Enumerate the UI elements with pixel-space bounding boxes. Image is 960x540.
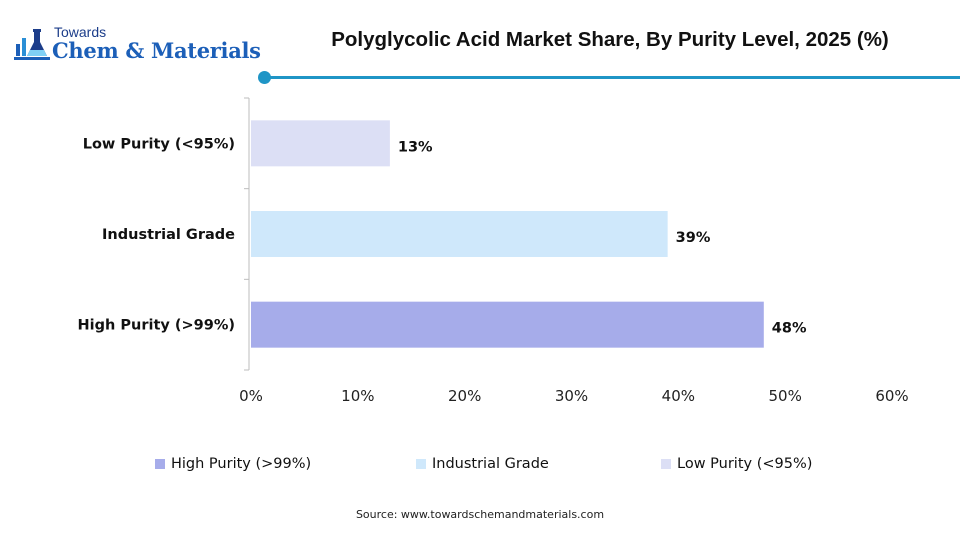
brand-logo: Towards Chem & Materials [14,22,264,66]
legend-label: High Purity (>99%) [171,456,312,472]
data-label: 13% [398,139,433,155]
x-tick-label: 50% [768,387,801,405]
bar [251,120,390,167]
x-tick-label: 10% [341,387,374,405]
brand-main-text: Chem & Materials [52,38,261,63]
x-tick-label: 0% [239,387,263,405]
title-rule [264,76,960,79]
legend-swatch [155,459,165,469]
chart-title: Polyglycolic Acid Market Share, By Purit… [331,28,889,51]
legend-item: Low Purity (<95%) [661,453,812,475]
category-label: Industrial Grade [102,227,235,243]
legend-swatch [416,459,426,469]
legend-item: High Purity (>99%) [155,453,311,475]
legend-swatch [661,459,671,469]
x-tick-label: 20% [448,387,481,405]
chart-legend: High Purity (>99%) Industrial Grade Low Pu… [0,453,960,475]
source-note: Source: www.towardschemandmaterials.com [355,508,605,521]
x-tick-label: 60% [875,387,908,405]
bar [251,301,764,348]
data-label: 48% [772,321,807,337]
brand-top-text: Towards [54,24,107,40]
flask-icon [14,29,50,60]
category-label: Low Purity (<95%) [83,136,235,152]
x-tick-label: 30% [555,387,588,405]
data-label: 39% [676,230,711,246]
category-label: High Purity (>99%) [78,318,235,334]
legend-label: Low Purity (<95%) [677,456,813,472]
x-tick-label: 40% [662,387,695,405]
legend-item: Industrial Grade [416,453,549,475]
bar [251,211,668,257]
legend-label: Industrial Grade [432,456,549,472]
